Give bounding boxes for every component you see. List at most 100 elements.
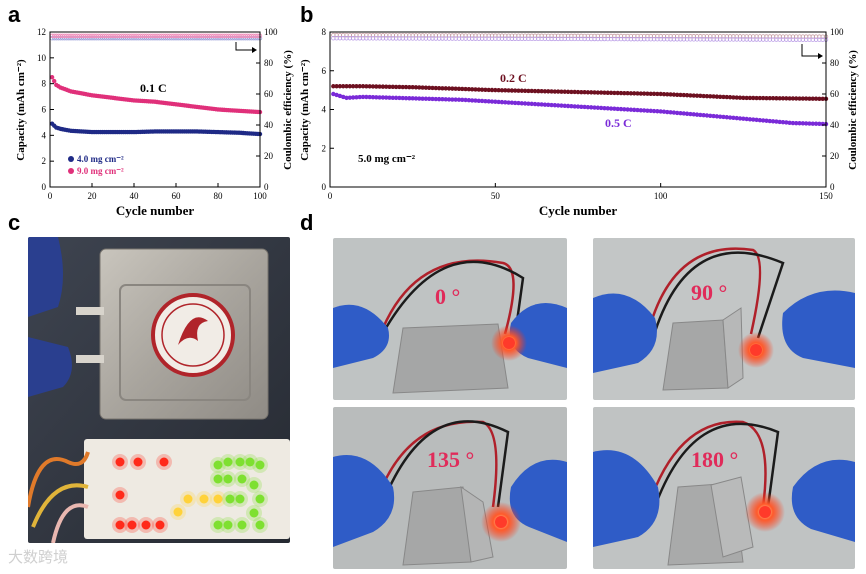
chart-a-annotation: 0.1 C (140, 81, 167, 95)
angle-label-135: 135 ° (427, 447, 474, 472)
led-wire-red (646, 420, 767, 508)
y-tick-label: 4 (322, 105, 327, 115)
x-tick-label: 60 (172, 191, 182, 201)
data-point (205, 33, 210, 39)
yellow-led (213, 494, 223, 504)
data-point (198, 33, 204, 39)
data-point (114, 33, 120, 39)
label-0p5c: 0.5 C (605, 116, 632, 130)
led-wire-black (381, 420, 510, 508)
data-point (211, 33, 216, 39)
green-led (237, 474, 247, 484)
data-point (188, 33, 193, 39)
yellow-led (183, 494, 193, 504)
data-point (182, 33, 187, 39)
series-3 (331, 36, 829, 42)
y2-tick-label: 20 (830, 151, 840, 161)
pouch-bent (662, 319, 729, 391)
chart-b-y2label: Coulombic efficiency (%) (847, 50, 859, 170)
data-point (184, 33, 189, 39)
data-point (253, 33, 258, 39)
data-point (62, 33, 67, 39)
panel-label-b: b (300, 2, 314, 27)
chart-b-xlabel: Cycle number (539, 203, 618, 218)
y2-tick-label: 40 (830, 120, 840, 130)
chart-a-ce-arrow (235, 42, 252, 51)
pouch-flat (392, 323, 509, 394)
y-tick-label: 4 (42, 130, 47, 140)
data-point (121, 33, 126, 39)
series-2 (331, 32, 829, 39)
data-point (56, 33, 61, 39)
seal-emblem (178, 317, 208, 345)
green-led (235, 494, 245, 504)
data-point (81, 33, 86, 39)
x-tick-label: 100 (654, 191, 668, 201)
y2-tick-label: 100 (830, 27, 844, 37)
x-tick-label: 20 (88, 191, 98, 201)
red-led (133, 457, 143, 467)
data-point (52, 78, 57, 84)
data-point (140, 33, 145, 39)
data-point (89, 33, 95, 39)
red-led (127, 520, 137, 530)
led (503, 337, 515, 349)
wire-orange (28, 451, 90, 508)
y2-tick-label: 60 (264, 89, 274, 99)
x-tick-label: 40 (130, 191, 140, 201)
legend-marker-4mg (68, 156, 74, 162)
y2-tick-label: 20 (264, 151, 274, 161)
led-wire-black (651, 422, 780, 513)
data-point (234, 33, 240, 39)
pouch-tab-1 (76, 307, 104, 315)
data-point (243, 33, 248, 39)
pouch-bent-flap (722, 307, 744, 389)
data-point (165, 33, 170, 39)
data-point (150, 33, 156, 39)
data-point (245, 33, 250, 39)
chart-b-annotation: 5.0 mg cm⁻² (358, 153, 416, 165)
photo-d-135deg: 135 ° (333, 407, 567, 569)
data-point (72, 33, 78, 39)
data-point (60, 33, 65, 39)
photo-d-0deg: 0 ° (333, 238, 567, 400)
data-point (79, 33, 84, 39)
y2-tick-label: 0 (830, 182, 835, 192)
green-led (255, 520, 265, 530)
y-tick-label: 0 (322, 182, 327, 192)
data-point (64, 33, 69, 39)
data-point (87, 33, 93, 39)
data-point (249, 33, 254, 39)
wire-yellow (31, 483, 89, 528)
data-point (173, 33, 179, 39)
y2-tick-label: 60 (830, 89, 840, 99)
glove-left (333, 455, 395, 547)
data-point (127, 33, 132, 39)
chart-a-xlabel: Cycle number (116, 203, 195, 218)
y-tick-label: 8 (322, 27, 327, 37)
data-point (123, 33, 128, 39)
y-tick-label: 12 (37, 27, 46, 37)
data-point (251, 33, 256, 39)
data-point (159, 33, 164, 39)
red-led (155, 520, 165, 530)
photo-d-135deg-illustration: 135 ° (333, 407, 567, 569)
glove-left (28, 237, 63, 317)
series-0 (49, 121, 263, 137)
photo-d-180deg-illustration: 180 ° (593, 407, 855, 569)
angle-label-0: 0 ° (435, 284, 460, 309)
data-point (96, 33, 101, 39)
data-point (112, 33, 118, 39)
yellow-led (173, 507, 183, 517)
data-point (100, 33, 105, 39)
y2-tick-label: 0 (264, 182, 269, 192)
pouch-folded-flap (710, 476, 754, 558)
photo-c-pouch-cell (28, 237, 290, 543)
data-point (68, 33, 74, 39)
data-point (201, 33, 206, 39)
green-led (213, 474, 223, 484)
data-point (175, 33, 181, 39)
data-point (180, 33, 185, 39)
photo-d-90deg-illustration: 90 ° (593, 238, 855, 400)
